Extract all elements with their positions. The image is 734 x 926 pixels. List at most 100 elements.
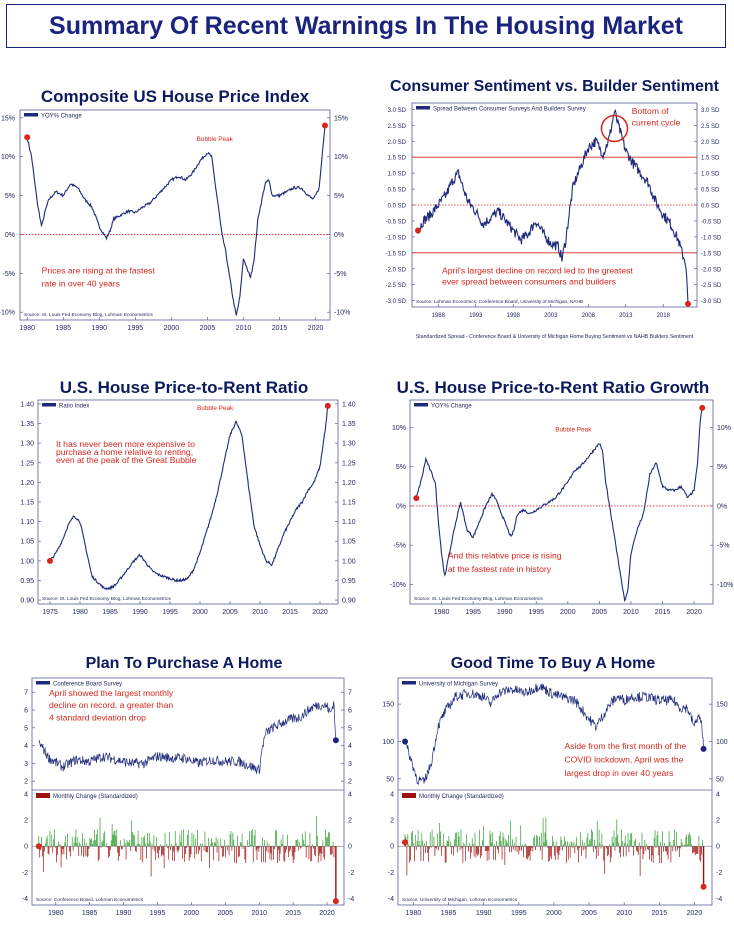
ptrg-xtick: 2020 bbox=[686, 609, 702, 616]
plan-annotation: April showed the largest monthly bbox=[49, 688, 174, 698]
ptrg-xtick: 2000 bbox=[560, 609, 576, 616]
goodtime-marker bbox=[700, 745, 707, 752]
sentiment-ytick-right: 0.5 SD bbox=[701, 188, 720, 194]
plan-plot-frame bbox=[31, 677, 345, 906]
plan-legend-swatch bbox=[36, 681, 50, 685]
sentiment-ytick-left: 1.5 SD bbox=[388, 156, 407, 162]
ptr-legend-label: Ratio Index bbox=[59, 404, 89, 410]
goodtime-legend2-label: Monthly Change (Standardized) bbox=[419, 794, 504, 800]
hpi-marker bbox=[24, 134, 31, 141]
ptr-plot-frame bbox=[37, 399, 339, 605]
goodtime-xtick: 1980 bbox=[406, 910, 422, 917]
sentiment-annotation: April's largest decline on record led to… bbox=[442, 266, 633, 276]
goodtime-legend-swatch bbox=[402, 681, 416, 685]
hpi-ytick-right: 0% bbox=[334, 232, 344, 239]
goodtime-xtick: 2000 bbox=[546, 910, 562, 917]
ptr-marker bbox=[324, 402, 331, 409]
sentiment-bottom-circle bbox=[600, 114, 629, 143]
ptr-xtick: 1990 bbox=[132, 609, 148, 616]
goodtime-series-line bbox=[404, 683, 704, 786]
plan-y2tick-right: 2 bbox=[348, 818, 352, 825]
hpi-series-line bbox=[26, 125, 326, 316]
plan-ytick-right: 2 bbox=[348, 779, 352, 786]
ptr-ytick-left: 1.10 bbox=[20, 519, 34, 526]
goodtime-y2tick-right: 4 bbox=[716, 791, 720, 798]
ptr-ytick-left: 1.00 bbox=[20, 558, 34, 565]
sentiment-ytick-right: 2.5 SD bbox=[701, 124, 720, 130]
ptr-legend-swatch bbox=[42, 403, 56, 407]
hpi-source: Source: St. Louis Fed Economy Blog, Lohm… bbox=[24, 312, 153, 318]
ptr-ytick-right: 0.90 bbox=[342, 598, 356, 605]
goodtime-legend-label: University of Michigan Survey bbox=[419, 682, 498, 688]
ptrg-marker bbox=[413, 495, 420, 502]
plan-ytick-right: 7 bbox=[348, 690, 352, 697]
ptr-ytick-left: 1.30 bbox=[20, 441, 34, 448]
sentiment-ytick-left: -1.5 SD bbox=[386, 251, 407, 257]
goodtime-legend2-swatch bbox=[402, 793, 416, 798]
ptrg-ytick-right: -5% bbox=[717, 543, 729, 550]
ptr-ytick-left: 1.40 bbox=[20, 401, 34, 408]
sentiment-ytick-left: -1.0 SD bbox=[386, 235, 407, 241]
goodtime-marker2 bbox=[402, 839, 409, 846]
page-title: Summary Of Recent Warnings In The Housin… bbox=[6, 4, 726, 48]
hpi-legend-swatch bbox=[24, 113, 38, 117]
goodtime-y2tick-left: -2 bbox=[388, 870, 394, 877]
goodtime-y2tick-right: -4 bbox=[716, 896, 722, 903]
sentiment-ytick-left: -0.5 SD bbox=[386, 219, 407, 225]
plan-marker2 bbox=[332, 898, 339, 905]
plan-annotation: decline on record, a greater than bbox=[49, 700, 173, 710]
goodtime-y2tick-left: 0 bbox=[390, 844, 394, 851]
plan-xtick: 1985 bbox=[82, 910, 98, 917]
plan-y2tick-left: 2 bbox=[24, 818, 28, 825]
plan-xtick: 2000 bbox=[184, 910, 200, 917]
sentiment-xtick: 2003 bbox=[544, 313, 558, 319]
plan-y2tick-right: 4 bbox=[348, 791, 352, 798]
ptr-ytick-right: 1.10 bbox=[342, 519, 356, 526]
sentiment-legend-label: Spread Between Consumer Surveys And Buil… bbox=[433, 107, 586, 113]
goodtime-y2tick-left: 4 bbox=[390, 791, 394, 798]
hpi-xtick: 2020 bbox=[308, 325, 324, 332]
goodtime-source: Source: University of Michigan, Lohman E… bbox=[402, 897, 518, 903]
ptrg-ytick-right: 0% bbox=[717, 503, 727, 510]
goodtime-y2tick-right: -2 bbox=[716, 870, 722, 877]
plan-source: Source: Conference Board, Lohman Econome… bbox=[36, 897, 144, 903]
sentiment-annotation: current cycle bbox=[632, 117, 681, 127]
sentiment-ytick-right: 1.0 SD bbox=[701, 172, 720, 178]
ptrg-series-line bbox=[415, 407, 703, 603]
sentiment-ytick-right: -2.5 SD bbox=[701, 283, 722, 289]
ptrg-xtick: 2010 bbox=[623, 609, 639, 616]
hpi-xtick: 1990 bbox=[92, 325, 108, 332]
hpi-xtick: 1980 bbox=[19, 325, 35, 332]
sentiment-ytick-right: -0.5 SD bbox=[701, 219, 722, 225]
plan-y2tick-right: -2 bbox=[348, 870, 354, 877]
hpi-xtick: 2005 bbox=[200, 325, 216, 332]
plan-y2tick-right: -4 bbox=[348, 896, 354, 903]
sentiment-ytick-right: -3.0 SD bbox=[701, 299, 722, 305]
hpi-xtick: 1995 bbox=[128, 325, 144, 332]
hpi-annotation: Bubble Peak bbox=[197, 136, 234, 143]
hpi-ytick-left: 10% bbox=[1, 154, 15, 161]
sentiment-ytick-left: 0.0 SD bbox=[388, 204, 407, 210]
ptr-ytick-right: 1.35 bbox=[342, 421, 356, 428]
hpi-annotation: rate in over 40 years bbox=[42, 279, 120, 289]
hpi-ytick-right: -10% bbox=[334, 310, 350, 317]
plan-ytick-right: 4 bbox=[348, 743, 352, 750]
ptrg-ytick-left: 5% bbox=[396, 464, 406, 471]
ptrg-xtick: 2015 bbox=[655, 609, 671, 616]
plan-title: Plan To Purchase A Home bbox=[85, 655, 283, 672]
goodtime-xtick: 1990 bbox=[476, 910, 492, 917]
ptr-xtick: 2015 bbox=[282, 609, 298, 616]
sentiment-marker bbox=[415, 227, 421, 234]
hpi-marker bbox=[321, 122, 328, 129]
plan-xtick: 1995 bbox=[150, 910, 166, 917]
plan-y2tick-left: 0 bbox=[24, 844, 28, 851]
plan-ytick-left: 2 bbox=[24, 779, 28, 786]
ptr-title: U.S. House Price-to-Rent Ratio bbox=[59, 378, 309, 397]
goodtime-y2tick-right: 2 bbox=[716, 818, 720, 825]
ptr-xtick: 2005 bbox=[222, 609, 238, 616]
sentiment-source: Source: Lohman Economics, Conference Boa… bbox=[416, 299, 583, 305]
goodtime-xtick: 2010 bbox=[616, 910, 632, 917]
goodtime-marker bbox=[402, 738, 409, 745]
ptrg-marker bbox=[699, 404, 706, 411]
